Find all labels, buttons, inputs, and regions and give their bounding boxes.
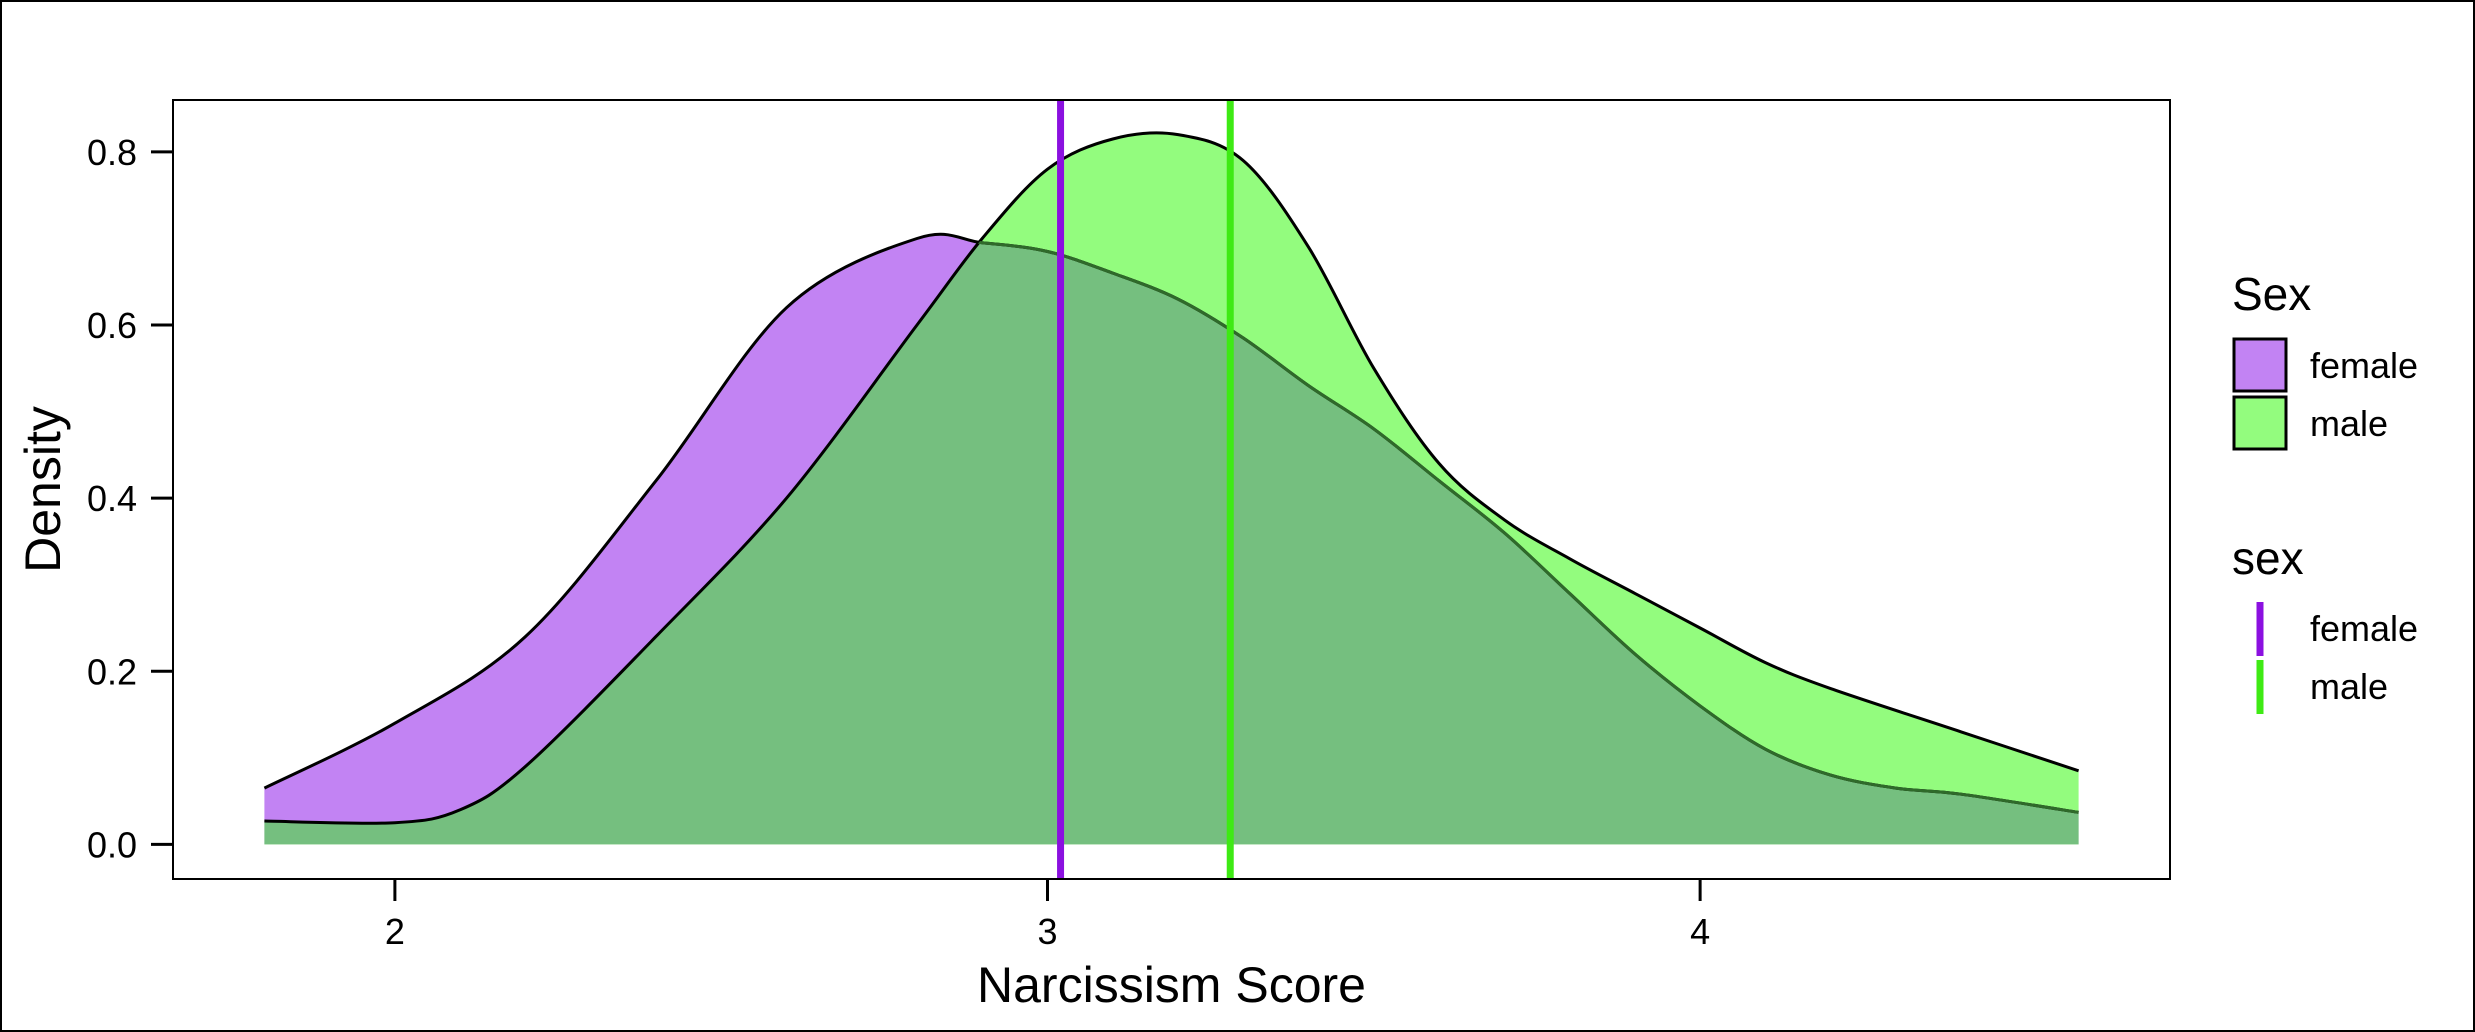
y-tick-label: 0.4 [87,478,137,519]
fill-legend-key-male [2232,395,2288,451]
y-axis-title: Density [15,406,71,573]
line-legend-label-female: female [2310,608,2418,649]
density-areas [263,131,2080,845]
y-tick-label: 0.6 [87,305,137,346]
x-tick-label: 4 [1690,911,1710,952]
axes: 2 3 4 0.0 0.2 0.4 0.6 0.8 [87,132,1710,952]
mean-lines [1057,100,1234,879]
y-tick-label: 0.0 [87,824,137,865]
y-tick-label: 0.8 [87,132,137,173]
x-axis-title: Narcissism Score [977,957,1366,1013]
density-overlap [264,234,2079,845]
density-outline-male [264,131,2080,825]
plot-panel-border [172,99,2171,880]
legend: Sex sex female male female male [2232,268,2418,714]
fill-legend-label-female: female [2310,345,2418,386]
fill-legend-key-female [2232,337,2288,393]
fill-legend-title: Sex [2232,268,2311,320]
x-tick-label: 3 [1037,911,1057,952]
x-tick-label: 2 [385,911,405,952]
y-tick-label: 0.2 [87,651,137,692]
line-legend-label-male: male [2310,666,2388,707]
line-legend-title: sex [2232,532,2304,584]
fill-legend-label-male: male [2310,403,2388,444]
